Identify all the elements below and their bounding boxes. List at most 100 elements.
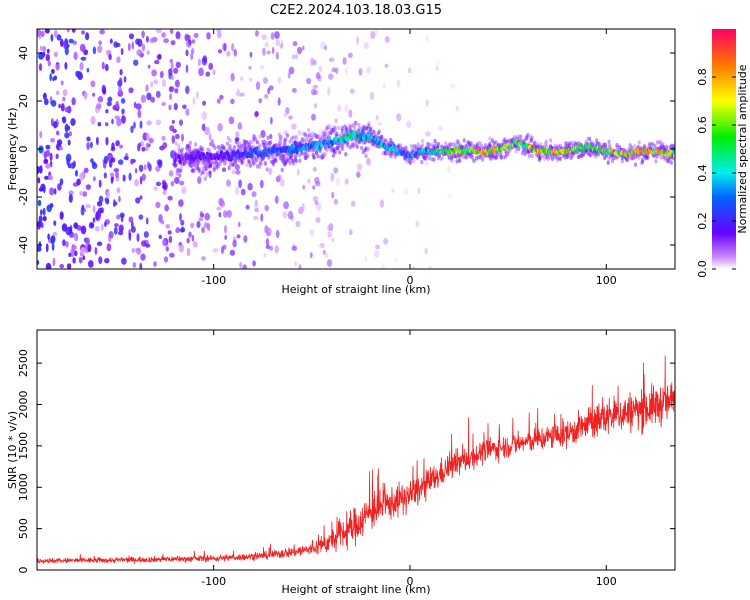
- spectrogram-noise-blob: [178, 243, 184, 253]
- spectrogram-halo-cell: [436, 141, 441, 147]
- spectrogram-noise-blob: [90, 80, 96, 88]
- spectrogram-halo-cell: [316, 154, 320, 159]
- spectrogram-halo-cell: [255, 140, 260, 145]
- colorbar-tick-label: 0.4: [696, 164, 709, 182]
- spectrogram-noise-blob: [318, 65, 322, 73]
- spectrogram-noise-blob: [37, 199, 42, 207]
- spectrogram-noise-blob: [175, 133, 180, 140]
- spectrogram-halo-cell: [420, 159, 424, 165]
- spectrogram-noise-blob: [38, 165, 43, 174]
- spectrogram-noise-blob: [47, 233, 50, 240]
- spectrogram-halo-cell: [470, 155, 474, 160]
- spectrogram-noise-blob: [347, 52, 353, 58]
- spectrogram-noise-blob: [425, 99, 429, 107]
- spectrogram-noise-blob: [187, 34, 191, 41]
- spectrogram-noise-blob: [148, 137, 154, 144]
- spectrogram-noise-blob: [265, 238, 270, 247]
- spectrogram-noise-blob: [115, 42, 121, 48]
- spectrogram-halo-cell: [242, 142, 246, 147]
- spectrogram-noise-blob: [83, 91, 88, 100]
- spectrogram-noise-blob: [424, 247, 428, 255]
- spectrogram-noise-blob: [162, 78, 166, 88]
- spectrogram-halo-cell: [519, 134, 523, 139]
- spectrogram-noise-blob: [335, 67, 339, 74]
- y-tick-label: 2500: [17, 349, 30, 377]
- spectrogram-noise-blob: [277, 174, 282, 182]
- spectrogram-noise-blob: [106, 243, 112, 252]
- spectrogram-halo-cell: [569, 141, 573, 146]
- spectrogram-noise-blob: [447, 165, 451, 174]
- spectrogram-halo-cell: [462, 138, 466, 143]
- spectrogram-noise-blob: [170, 180, 175, 187]
- spectrogram-noise-blob: [197, 176, 202, 185]
- spectrogram-noise-blob: [162, 190, 167, 195]
- spectrogram-noise-blob: [333, 198, 339, 205]
- spectrogram-noise-blob: [254, 201, 259, 209]
- spectrogram-noise-blob: [108, 160, 113, 168]
- spectrogram-noise-blob: [277, 97, 281, 106]
- spectrogram-noise-blob: [146, 120, 152, 126]
- spectrogram-halo-cell: [248, 163, 252, 168]
- spectrogram-halo-cell: [530, 135, 534, 141]
- spectrogram-halo-cell: [288, 139, 292, 144]
- spectrogram-noise-blob: [64, 62, 68, 70]
- spectrogram-noise-blob: [97, 241, 103, 247]
- spectrogram-noise-blob: [377, 121, 383, 126]
- spectrogram-noise-blob: [309, 229, 315, 237]
- spectrogram-noise-blob: [243, 235, 248, 243]
- spectrogram-noise-blob: [276, 246, 280, 252]
- spectrogram-noise-blob: [186, 247, 191, 257]
- spectrogram-noise-blob: [130, 220, 134, 229]
- spectrogram-noise-blob: [92, 92, 96, 97]
- spectrogram-halo-cell: [340, 128, 344, 133]
- spectrogram-noise-blob: [55, 90, 60, 95]
- spectrogram-noise-blob: [180, 219, 185, 226]
- snr-panel: -100 0 100 0 500 1000 1500 2000 2500 Height of …: [6, 329, 676, 596]
- spectrogram-halo-cell: [641, 157, 645, 162]
- spectrogram-noise-blob: [171, 135, 176, 144]
- colorbar-label: Normalized spectral amplitude: [736, 64, 749, 233]
- spectrogram-noise-blob: [66, 263, 72, 269]
- spectrogram-noise-blob: [170, 62, 174, 70]
- spectrogram-noise-blob: [248, 65, 252, 70]
- spectrogram-noise-blob: [226, 210, 232, 218]
- spectrogram-noise-blob: [269, 133, 273, 140]
- spectrogram-noise-blob: [434, 59, 441, 68]
- spectrogram-noise-blob: [253, 215, 259, 221]
- spectrogram-noise-blob: [384, 36, 390, 43]
- spectrogram-halo-cell: [259, 161, 263, 166]
- spectrogram-noise-blob: [80, 56, 87, 61]
- spectrogram-halo-cell: [488, 136, 492, 141]
- spectrogram-noise-blob: [53, 51, 58, 58]
- spectrogram-halo-cell: [201, 146, 205, 152]
- spectrogram-noise-blob: [76, 178, 81, 186]
- spectrogram-noise-blob: [192, 97, 196, 105]
- spectrogram-noise-blob: [191, 234, 195, 242]
- spectrogram-noise-blob: [96, 136, 99, 146]
- spectrogram-noise-blob: [39, 131, 43, 139]
- spectrogram-noise-blob: [114, 223, 119, 228]
- spectrogram-noise-blob: [293, 261, 298, 267]
- spectrogram-noise-blob: [145, 35, 149, 43]
- spectrogram-noise-blob: [248, 77, 253, 83]
- spectrogram-noise-blob: [366, 66, 372, 74]
- spectrogram-halo-cell: [205, 166, 209, 171]
- spectrogram-noise-blob: [165, 246, 169, 252]
- spectrogram-noise-blob: [375, 244, 381, 250]
- spectrogram-noise-blob: [131, 247, 135, 253]
- spectrogram-halo-cell: [245, 162, 249, 168]
- spectrogram-noise-blob: [331, 191, 335, 199]
- spectrogram-noise-blob: [327, 231, 332, 238]
- spectrogram-halo-cell: [404, 145, 408, 151]
- spectrogram-noise-blob: [38, 52, 44, 60]
- spectrogram-halo-cell: [263, 161, 267, 166]
- spectrogram-halo-cell: [611, 155, 616, 161]
- spectrogram-halo-cell: [228, 144, 232, 149]
- spectrogram-halo-cell: [271, 162, 275, 167]
- spectrogram-noise-blob: [219, 94, 224, 100]
- snr-x-axis-label: Height of straight line (km): [281, 583, 430, 596]
- spectrogram-noise-blob: [91, 161, 96, 166]
- spectrogram-noise-blob: [75, 70, 80, 78]
- spectrogram-noise-blob: [131, 41, 135, 50]
- spectrogram-noise-blob: [67, 163, 72, 169]
